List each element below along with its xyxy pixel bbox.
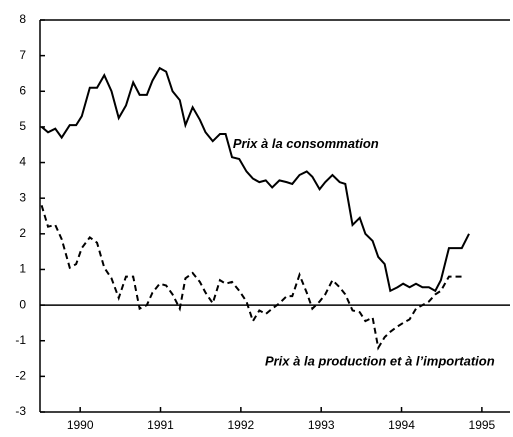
annotation: Prix à la consommation <box>233 136 379 151</box>
y-tick-label: 8 <box>19 12 26 26</box>
y-tick-label: 0 <box>19 297 26 311</box>
series-line <box>40 205 462 351</box>
series-line <box>40 66 470 293</box>
x-tick-label: 1990 <box>67 418 94 432</box>
x-tick-label: 1993 <box>308 418 335 432</box>
x-tick-label: 1992 <box>228 418 255 432</box>
y-tick-label: 4 <box>19 155 26 169</box>
y-tick-label: -2 <box>15 369 26 383</box>
y-tick-label: 3 <box>19 190 26 204</box>
y-tick-label: 5 <box>19 119 26 133</box>
y-tick-label: 1 <box>19 262 26 276</box>
x-tick-label: 1994 <box>388 418 415 432</box>
y-tick-label: 7 <box>19 48 26 62</box>
x-tick-label: 1991 <box>147 418 174 432</box>
y-tick-label: -1 <box>15 333 26 347</box>
annotation: Prix à la production et à l’importation <box>265 354 495 369</box>
y-tick-label: -3 <box>15 404 26 418</box>
x-tick-label: 1995 <box>469 418 496 432</box>
y-tick-label: 6 <box>19 83 26 97</box>
y-tick-label: 2 <box>19 226 26 240</box>
